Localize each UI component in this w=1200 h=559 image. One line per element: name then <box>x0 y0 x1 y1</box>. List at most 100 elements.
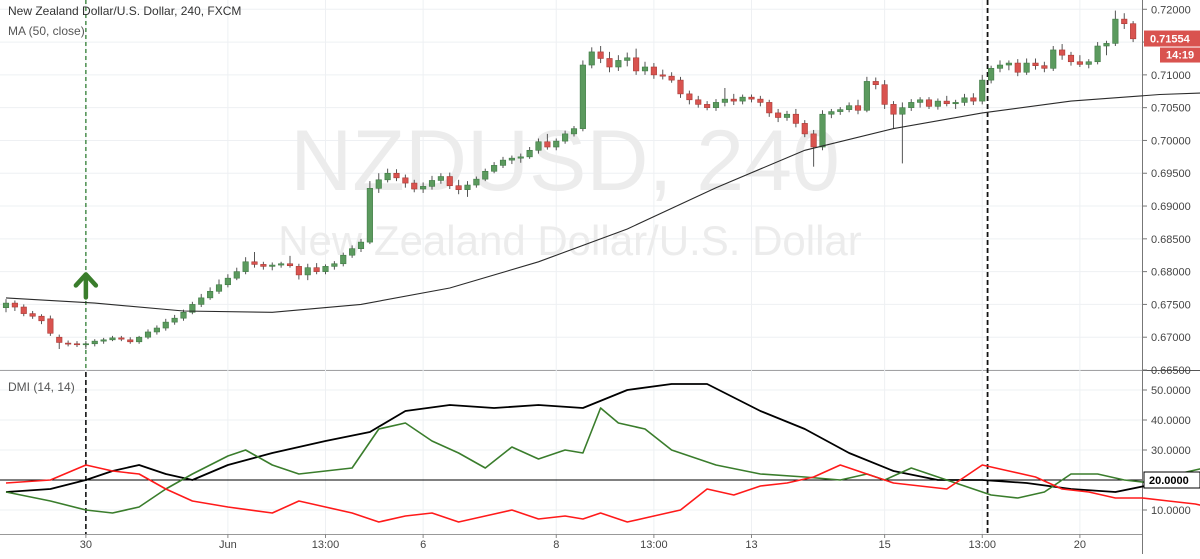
candle-body-down <box>11 302 18 308</box>
candle <box>1005 60 1012 71</box>
candle <box>881 80 888 109</box>
candle <box>322 264 329 275</box>
candle <box>455 179 462 195</box>
price-tick-label: 0.66500 <box>1151 365 1191 377</box>
signal-lines <box>85 0 989 534</box>
candle <box>899 102 906 164</box>
candle-body-up <box>1085 61 1092 65</box>
candle <box>29 310 36 319</box>
candle <box>783 110 791 121</box>
time-tick-label: 13:00 <box>640 539 668 551</box>
candle <box>251 251 258 268</box>
candle-body-up <box>207 290 214 299</box>
countdown-label: 14:19 <box>1166 50 1194 62</box>
candle <box>1041 61 1048 73</box>
candle-body-up <box>82 343 89 346</box>
candle-body-down <box>854 105 862 111</box>
candle-body-down <box>650 66 657 76</box>
plot-background <box>0 0 1142 554</box>
candle <box>189 301 196 315</box>
candle <box>633 48 640 75</box>
candle-body-up <box>535 141 542 151</box>
candle <box>224 274 231 288</box>
candle-body-up <box>721 98 728 103</box>
candle <box>2 299 10 313</box>
candle-body-up <box>1112 18 1119 44</box>
candle <box>73 341 81 348</box>
candle <box>357 238 365 252</box>
candle-body-down <box>544 141 551 148</box>
candle <box>597 46 604 64</box>
candle <box>970 93 977 106</box>
candle-body-up <box>349 248 356 256</box>
candle <box>11 300 18 311</box>
candle-body-down <box>748 96 755 100</box>
watermark-name: New Zealand Dollar/U.S. Dollar <box>278 217 862 264</box>
candle-body-down <box>1059 49 1066 56</box>
candle-body-up <box>136 336 143 343</box>
candle <box>127 337 134 344</box>
candle <box>650 63 657 79</box>
candle <box>1130 21 1137 43</box>
candle <box>526 147 533 159</box>
time-tick-label: 13 <box>745 539 757 551</box>
candle <box>748 94 755 103</box>
candle-body-down <box>1032 62 1039 66</box>
up-arrow <box>73 272 99 300</box>
candle <box>20 304 27 317</box>
candle-body-up <box>437 176 444 181</box>
candle-body-down <box>668 75 675 81</box>
dmi-tick-label: 30.0000 <box>1151 445 1191 457</box>
candle <box>411 179 418 193</box>
watermark: NZDUSD, 240 New Zealand Dollar/U.S. Doll… <box>278 113 862 264</box>
candle <box>1103 40 1110 56</box>
candle <box>1067 51 1075 66</box>
candle-body-up <box>988 68 995 81</box>
candle <box>1076 55 1083 67</box>
candle-body-down <box>260 264 267 267</box>
candle-body-down <box>286 263 294 267</box>
candle <box>854 99 862 115</box>
candle <box>872 77 879 90</box>
time-tick-label: 13:00 <box>312 539 340 551</box>
price-tick-label: 0.69000 <box>1151 201 1191 213</box>
price-tick-label: 0.72000 <box>1151 4 1191 16</box>
candle-body-down <box>890 104 897 115</box>
candle <box>570 126 578 137</box>
candle-body-up <box>828 111 835 115</box>
candle <box>464 181 471 197</box>
candle-body-down <box>313 267 320 272</box>
ma-legend: MA (50, close) <box>8 24 85 38</box>
last-price-tag <box>1144 30 1200 47</box>
candle-body-up <box>996 64 1004 69</box>
candle-body-up <box>304 267 311 276</box>
candle-body-up <box>908 102 915 108</box>
candle-body-up <box>783 113 791 118</box>
price-axis: 0.720000.715000.710000.705000.700000.695… <box>1142 4 1200 517</box>
candle-body-up <box>588 51 595 66</box>
candle-body-down <box>633 57 640 72</box>
candle-body-up <box>615 60 622 68</box>
candle-body-up <box>233 271 240 279</box>
candle-body-up <box>482 170 489 180</box>
candle <box>961 93 968 106</box>
candle-body-up <box>340 254 347 265</box>
watermark-symbol: NZDUSD, 240 <box>290 113 840 209</box>
candle-body-up <box>100 339 107 342</box>
candle-body-down <box>810 133 817 148</box>
candle-body-down <box>695 99 702 105</box>
candle <box>641 61 649 75</box>
candle <box>65 340 72 347</box>
candle <box>766 99 773 117</box>
candle <box>659 69 666 80</box>
candle <box>260 261 267 270</box>
candle-body-up <box>819 113 826 148</box>
candle <box>837 107 844 115</box>
candle-body-down <box>455 185 462 190</box>
candle-body-up <box>162 321 169 329</box>
candle <box>712 99 720 111</box>
price-tick-label: 0.70000 <box>1151 135 1191 147</box>
